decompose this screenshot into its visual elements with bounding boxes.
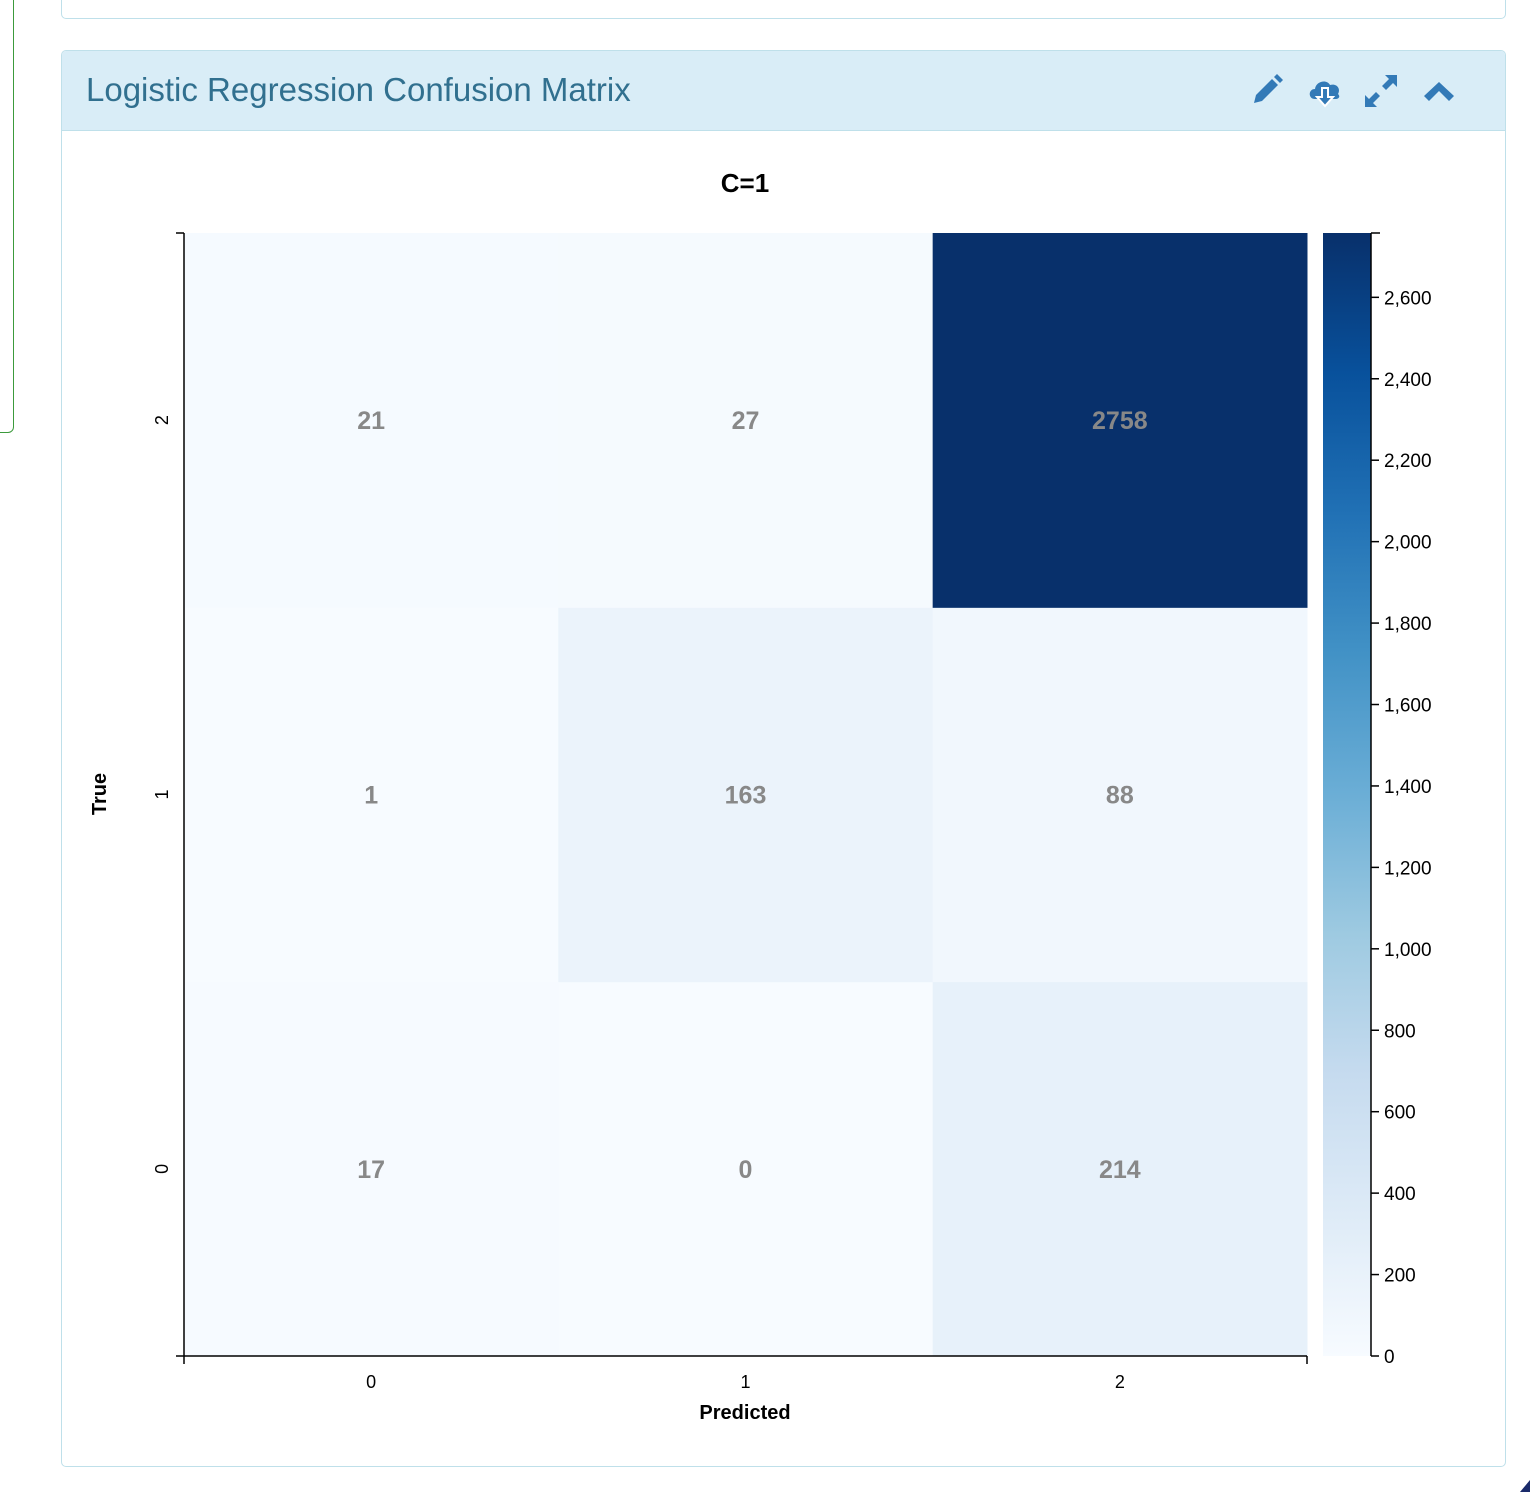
colorbar-tick-label: 2,000 bbox=[1384, 533, 1432, 554]
heatmap-cell bbox=[558, 607, 934, 983]
cell-value-label: 1 bbox=[364, 782, 378, 810]
chart-title: C=1 bbox=[721, 168, 769, 198]
colorbar-tick-label: 1,000 bbox=[1384, 940, 1432, 961]
heatmap-cell bbox=[184, 981, 559, 1357]
colorbar-tick-label: 1,400 bbox=[1384, 777, 1432, 798]
card-header: Logistic Regression Confusion Matrix bbox=[62, 51, 1505, 131]
chart-axes: 0 1 2 0 1 2 bbox=[152, 232, 1308, 1392]
cell-value-label: 17 bbox=[357, 1156, 385, 1184]
cell-value-label: 2758 bbox=[1092, 407, 1148, 435]
colorbar-tick-label: 2,400 bbox=[1384, 370, 1432, 391]
cell-value-label: 0 bbox=[739, 1156, 753, 1184]
cell-value-label: 27 bbox=[732, 407, 760, 435]
x-axis-label: Predicted bbox=[699, 1402, 790, 1424]
cloud-download-icon[interactable] bbox=[1305, 71, 1345, 111]
colorbar-tick-label: 800 bbox=[1384, 1021, 1416, 1042]
colorbar-tick-label: 1,200 bbox=[1384, 858, 1432, 879]
colorbar-tick-label: 2,600 bbox=[1384, 288, 1432, 309]
heatmap-cell bbox=[932, 981, 1308, 1357]
cell-value-label: 21 bbox=[357, 407, 385, 435]
colorbar-tick-label: 400 bbox=[1384, 1184, 1416, 1205]
y-tick-label: 1 bbox=[152, 789, 172, 799]
side-panel-edge bbox=[0, 0, 14, 433]
x-tick-label: 0 bbox=[366, 1372, 376, 1392]
cell-value-label: 214 bbox=[1099, 1156, 1141, 1184]
colorbar-axis: 0 200 400 600 800 1,000 1,200 1,400 1,600 1,800 2,… bbox=[1370, 232, 1432, 1368]
heatmap-cell bbox=[932, 607, 1308, 983]
x-tick-label: 2 bbox=[1115, 1372, 1125, 1392]
heatmap-cell bbox=[184, 607, 559, 983]
colorbar-tick-label: 1,600 bbox=[1384, 696, 1432, 717]
colorbar-tick-label: 2,200 bbox=[1384, 451, 1432, 472]
y-tick-label: 2 bbox=[152, 415, 172, 425]
edit-icon[interactable] bbox=[1246, 71, 1286, 111]
x-tick-label: 1 bbox=[740, 1372, 750, 1392]
y-axis-label: True bbox=[89, 773, 111, 815]
colorbar-tick-label: 600 bbox=[1384, 1103, 1416, 1124]
collapse-chevron-icon[interactable] bbox=[1419, 71, 1459, 111]
previous-card bbox=[61, 0, 1506, 19]
heatmap-cell bbox=[558, 233, 934, 608]
cell-value-label: 88 bbox=[1106, 782, 1134, 810]
y-tick-label: 0 bbox=[152, 1164, 172, 1174]
cell-value-label: 163 bbox=[725, 782, 767, 810]
colorbar bbox=[1323, 233, 1371, 1356]
colorbar-tick-label: 1,800 bbox=[1384, 614, 1432, 635]
heatmap-cells: 17 0 214 1 163 88 21 27 2758 bbox=[184, 233, 1308, 1357]
heatmap-cell bbox=[184, 233, 559, 608]
resize-corner-icon bbox=[1520, 1480, 1530, 1492]
heatmap-cell bbox=[558, 981, 934, 1357]
colorbar-tick-label: 0 bbox=[1384, 1347, 1395, 1368]
expand-icon[interactable] bbox=[1361, 71, 1401, 111]
colorbar-tick-label: 200 bbox=[1384, 1266, 1416, 1287]
heatmap-cell bbox=[932, 233, 1308, 608]
card-title: Logistic Regression Confusion Matrix bbox=[86, 71, 631, 108]
